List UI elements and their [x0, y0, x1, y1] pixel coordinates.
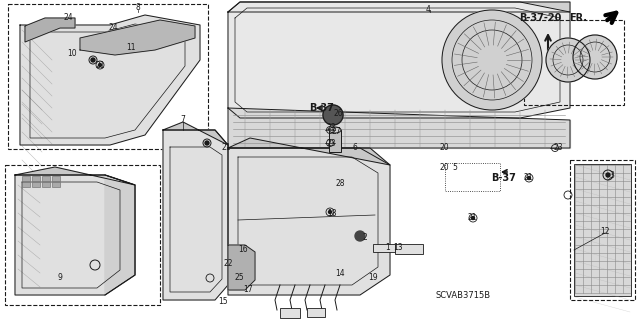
- Text: 11: 11: [126, 43, 136, 53]
- Text: 5: 5: [452, 164, 458, 173]
- Circle shape: [573, 35, 617, 79]
- Polygon shape: [80, 20, 195, 55]
- Bar: [395, 244, 423, 254]
- Text: 12: 12: [600, 226, 610, 235]
- Text: 1: 1: [386, 243, 390, 253]
- Text: 20: 20: [439, 164, 449, 173]
- Text: 2: 2: [363, 234, 367, 242]
- Bar: [570, 160, 635, 300]
- Text: 23: 23: [326, 138, 336, 147]
- Circle shape: [323, 105, 343, 125]
- Circle shape: [91, 58, 95, 62]
- Text: 7: 7: [180, 115, 186, 124]
- Ellipse shape: [329, 127, 341, 133]
- Text: FR.: FR.: [569, 13, 587, 23]
- Polygon shape: [105, 175, 135, 295]
- Bar: [42, 176, 50, 181]
- Bar: [329, 130, 341, 152]
- Text: 22: 22: [223, 259, 233, 269]
- Bar: [373, 244, 395, 252]
- Text: 21: 21: [95, 61, 105, 70]
- Text: 25: 25: [234, 272, 244, 281]
- Text: 10: 10: [67, 49, 77, 58]
- Polygon shape: [228, 2, 570, 118]
- Bar: [280, 308, 300, 318]
- Circle shape: [328, 211, 332, 213]
- Bar: [52, 182, 60, 187]
- Circle shape: [442, 10, 542, 110]
- Text: 17: 17: [243, 285, 253, 293]
- Text: 23: 23: [326, 123, 336, 132]
- Text: 8: 8: [136, 4, 140, 12]
- Text: 9: 9: [58, 272, 63, 281]
- Polygon shape: [15, 167, 135, 185]
- Polygon shape: [228, 148, 390, 295]
- Circle shape: [355, 231, 365, 241]
- Text: 23: 23: [553, 144, 563, 152]
- Circle shape: [527, 176, 531, 180]
- Circle shape: [99, 63, 102, 66]
- Text: 21: 21: [221, 144, 231, 152]
- Circle shape: [546, 38, 590, 82]
- Text: B-37: B-37: [492, 173, 516, 183]
- Bar: [22, 182, 30, 187]
- Bar: [8, 4, 208, 149]
- Circle shape: [472, 217, 474, 219]
- Text: 24: 24: [108, 24, 118, 33]
- Text: 20: 20: [439, 144, 449, 152]
- Text: B-37: B-37: [310, 103, 335, 113]
- Text: 26: 26: [333, 108, 343, 117]
- Text: 14: 14: [335, 270, 345, 278]
- Text: 16: 16: [238, 244, 248, 254]
- Bar: [52, 176, 60, 181]
- Text: 21: 21: [467, 213, 477, 222]
- Text: 3: 3: [609, 170, 614, 180]
- Text: 18: 18: [327, 209, 337, 218]
- Polygon shape: [163, 130, 228, 300]
- Bar: [524, 20, 624, 105]
- Bar: [32, 176, 40, 181]
- Polygon shape: [228, 108, 570, 148]
- Polygon shape: [228, 138, 390, 165]
- Text: 24: 24: [63, 13, 73, 23]
- Polygon shape: [163, 122, 228, 145]
- Bar: [42, 182, 50, 187]
- Polygon shape: [228, 2, 570, 12]
- Text: B-37-20: B-37-20: [519, 13, 561, 23]
- Bar: [307, 308, 325, 317]
- Bar: [445, 163, 500, 191]
- Circle shape: [606, 173, 610, 177]
- Text: 28: 28: [335, 179, 345, 188]
- Text: 4: 4: [426, 5, 431, 14]
- Text: 13: 13: [393, 243, 403, 253]
- Bar: [5, 165, 160, 305]
- Circle shape: [205, 141, 209, 145]
- Polygon shape: [15, 175, 135, 295]
- Text: 21: 21: [524, 174, 532, 182]
- Text: 6: 6: [353, 144, 357, 152]
- Text: SCVAB3715B: SCVAB3715B: [435, 291, 491, 300]
- Text: 19: 19: [368, 272, 378, 281]
- Bar: [32, 182, 40, 187]
- Polygon shape: [228, 245, 255, 290]
- Polygon shape: [25, 18, 75, 42]
- Bar: [22, 176, 30, 181]
- Bar: [574, 164, 631, 296]
- Polygon shape: [20, 15, 200, 145]
- Text: 15: 15: [218, 298, 228, 307]
- Text: 27: 27: [331, 127, 341, 136]
